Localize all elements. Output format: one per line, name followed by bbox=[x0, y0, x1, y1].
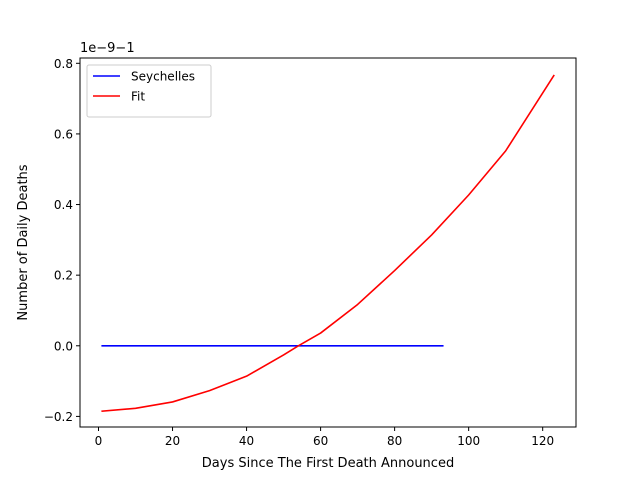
legend: Seychelles Fit bbox=[86, 64, 212, 118]
y-tick-label: 0.8 bbox=[54, 57, 73, 71]
x-tick-label: 40 bbox=[239, 434, 254, 448]
y-tick-label: 0.2 bbox=[54, 269, 73, 283]
y-tick-label: 0.6 bbox=[54, 127, 73, 141]
series-line-fit bbox=[101, 74, 555, 412]
y-axis-label: Number of Daily Deaths bbox=[16, 164, 31, 320]
plot-area-frame bbox=[79, 57, 577, 428]
y-axis: −0.2 0.0 0.2 0.4 0.6 0.8 bbox=[44, 57, 80, 424]
legend-label: Seychelles bbox=[131, 70, 195, 84]
x-tick-label: 20 bbox=[165, 434, 180, 448]
x-tick-label: 60 bbox=[313, 434, 328, 448]
x-axis: 0 20 40 60 80 100 120 bbox=[95, 427, 554, 448]
plot-lines bbox=[101, 74, 555, 412]
legend-box bbox=[86, 64, 212, 118]
legend-label: Fit bbox=[131, 90, 145, 104]
y-axis-offset-text: 1e−9−1 bbox=[80, 41, 135, 56]
x-tick-label: 0 bbox=[95, 434, 103, 448]
x-axis-label: Days Since The First Death Announced bbox=[202, 456, 454, 471]
x-tick-label: 120 bbox=[531, 434, 554, 448]
y-tick-label: 0.4 bbox=[54, 198, 73, 212]
y-tick-label: 0.0 bbox=[54, 339, 73, 353]
x-tick-label: 80 bbox=[387, 434, 402, 448]
y-tick-label: −0.2 bbox=[44, 410, 73, 424]
x-tick-label: 100 bbox=[457, 434, 480, 448]
